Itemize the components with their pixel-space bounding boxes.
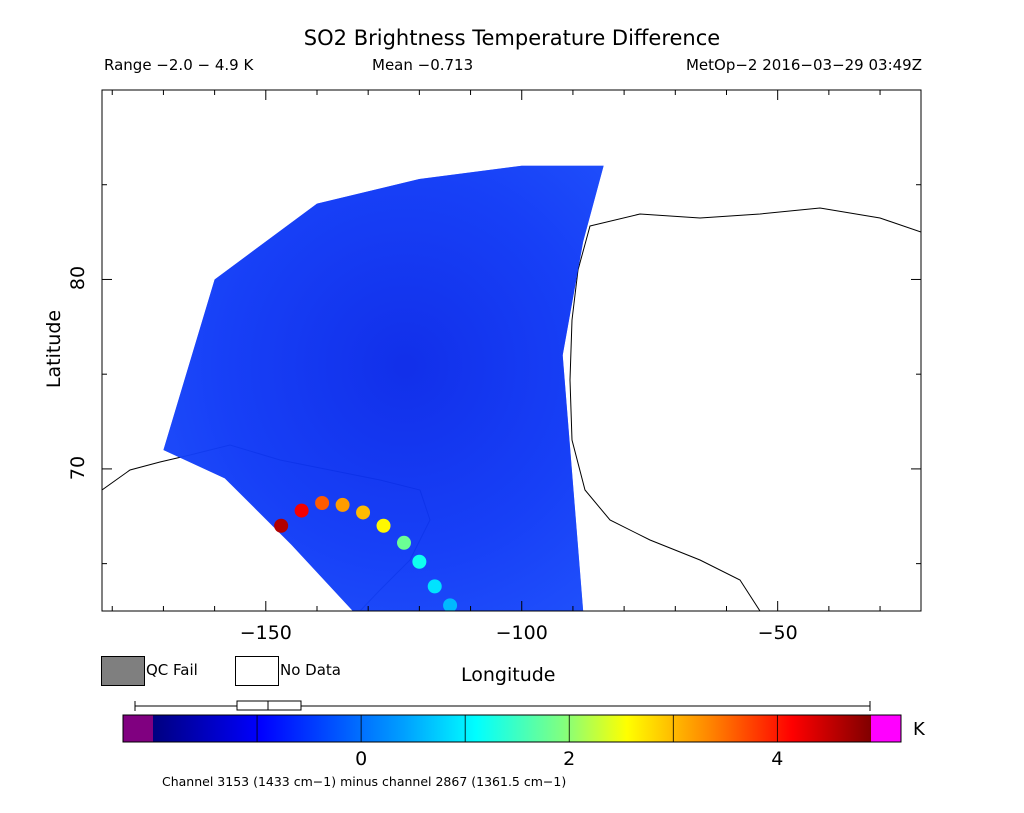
colorbar-caption: Channel 3153 (1433 cm−1) minus channel 2…: [162, 774, 567, 789]
colorbar-tick-label: 4: [771, 748, 784, 770]
plume-point-2: [315, 496, 330, 511]
x-tick-label: −100: [495, 622, 548, 644]
no-data-label: No Data: [280, 661, 341, 679]
qc-fail-swatch: [101, 656, 145, 686]
plume-point-3: [335, 497, 350, 512]
colorbar-tick-label: 2: [563, 748, 576, 770]
plume-point-1: [294, 503, 309, 518]
x-axis-label: Longitude: [461, 664, 556, 686]
greenland-outline: [569, 207, 921, 611]
mean-label: Mean −0.713: [372, 56, 474, 74]
plume-point-5: [376, 518, 391, 533]
range-label: Range −2.0 − 4.9 K: [104, 56, 254, 74]
plot-frame: [101, 89, 922, 612]
colorbar-under-swatch: [123, 715, 153, 742]
qc-fail-label: QC Fail: [146, 661, 198, 679]
map-area: [102, 165, 921, 611]
satellite-time-label: MetOp−2 2016−03−29 03:49Z: [685, 56, 922, 74]
colorbar-unit: K: [913, 719, 925, 740]
colorbar-gradient: [153, 715, 871, 742]
plume-point-7: [412, 554, 427, 569]
colorbar-ticks: [256, 715, 778, 742]
swath-shading: [163, 165, 604, 611]
y-axis-label: Latitude: [43, 309, 66, 389]
plume-point-4: [356, 505, 371, 520]
colorbar-tick-label: 0: [355, 748, 368, 770]
colorbar-over-swatch: [871, 715, 901, 742]
plume-point-0: [274, 518, 289, 533]
plume-point-6: [397, 535, 412, 550]
axis-ticks: [102, 89, 921, 611]
swath: [163, 165, 604, 611]
so2-plume: [274, 496, 458, 611]
no-data-swatch: [235, 656, 279, 686]
x-tick-label: −150: [239, 622, 292, 644]
colorbar-frame: [122, 714, 902, 743]
y-tick-label: 70: [67, 455, 90, 480]
x-tick-label: −50: [757, 622, 798, 644]
chart-title: SO2 Brightness Temperature Difference: [303, 26, 721, 50]
colorbar-box-marker: [236, 700, 302, 711]
plume-point-9: [443, 598, 458, 611]
plume-point-8: [427, 579, 442, 594]
y-tick-label: 80: [67, 266, 90, 291]
